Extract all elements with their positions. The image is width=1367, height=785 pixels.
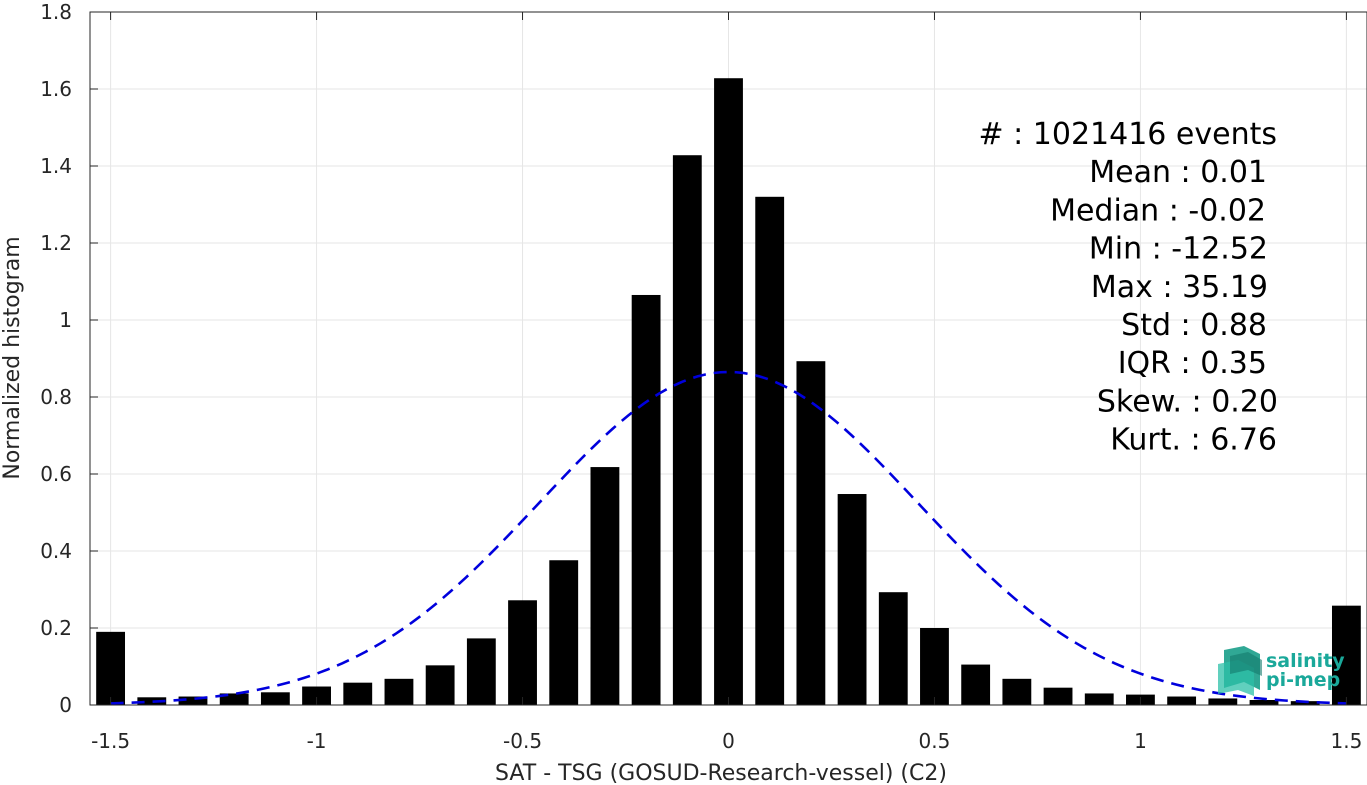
histogram-bar: [920, 628, 949, 705]
x-tick-label: -1.5: [91, 729, 130, 753]
histogram-bar: [590, 467, 620, 705]
histogram-bar: [1043, 687, 1073, 705]
normal-fit-curve: [110, 370, 1347, 705]
logo-text-salinity: salinity: [1266, 650, 1345, 672]
histogram-bar: [1084, 693, 1114, 705]
y-tick-label: 1: [59, 308, 72, 332]
histogram-bar: [425, 665, 455, 705]
stats-line: IQR : 0.35: [1118, 346, 1267, 381]
y-tick-label: 1.4: [40, 154, 72, 178]
x-tick-label: 0.5: [919, 729, 951, 753]
histogram-bar: [137, 697, 167, 705]
histogram-bar: [631, 294, 661, 705]
histogram-bar: [549, 560, 579, 705]
histogram-bar: [260, 692, 290, 705]
stats-line: # : 1021416 events: [978, 117, 1277, 152]
histogram-bar: [343, 682, 373, 705]
histogram-bar: [384, 678, 414, 705]
histogram-bar: [1290, 701, 1320, 705]
histogram-bar: [1002, 678, 1032, 705]
y-tick-label: 1.2: [40, 231, 72, 255]
x-tick-label: 1.5: [1330, 729, 1362, 753]
histogram-bar: [219, 693, 249, 705]
stats-line: Min : -12.52: [1089, 232, 1268, 267]
histogram-bar: [961, 664, 991, 705]
histogram-bar: [96, 631, 126, 705]
histogram-bar: [878, 592, 908, 705]
y-tick-label: 0.8: [40, 385, 72, 409]
histogram-bar: [796, 361, 826, 705]
y-tick-label: 0.2: [40, 616, 72, 640]
histogram-bar: [466, 638, 496, 705]
y-tick-label: 0: [59, 693, 72, 717]
histogram-bar: [755, 196, 785, 706]
x-axis-ticks: -1.5 -1 -0.5 0 0.5 1 1.5: [91, 12, 1362, 753]
stats-line: Max : 35.19: [1091, 270, 1268, 305]
x-tick-label: -0.5: [503, 729, 542, 753]
x-tick-label: -1: [307, 729, 327, 753]
salinity-pi-mep-logo: salinity pi-mep: [1218, 646, 1345, 696]
histogram-bar: [302, 686, 331, 705]
x-tick-label: 1: [1134, 729, 1147, 753]
stats-line: Skew. : 0.20: [1097, 384, 1278, 419]
histogram-bar: [1249, 699, 1279, 705]
logo-mark-icon: [1218, 646, 1262, 696]
y-tick-label: 1.8: [40, 0, 72, 24]
logo-text-pi-mep: pi-mep: [1266, 669, 1340, 691]
y-tick-label: 1.6: [40, 77, 72, 101]
stats-line: Kurt. : 6.76: [1110, 423, 1277, 458]
histogram-bar: [1167, 696, 1197, 705]
histogram-bar: [508, 600, 537, 705]
histogram-bar: [672, 155, 702, 706]
histogram-bars: [96, 78, 1361, 706]
stats-line: Median : -0.02: [1050, 193, 1266, 228]
y-tick-label: 0.4: [40, 539, 72, 563]
histogram-bar: [1208, 698, 1238, 705]
y-axis-ticks: 0 0.2 0.4 0.6 0.8 1 1.2 1.4 1.6 1.8: [40, 0, 98, 717]
x-tick-label: 0: [722, 729, 735, 753]
stats-line: Std : 0.88: [1121, 308, 1267, 343]
x-axis-label: SAT - TSG (GOSUD-Research-vessel) (C2): [495, 761, 947, 785]
histogram-bar: [714, 78, 743, 706]
stats-line: Mean : 0.01: [1089, 155, 1267, 190]
histogram-bar: [837, 494, 867, 705]
histogram-bar: [1331, 605, 1361, 705]
y-axis-label: Normalized histogram: [0, 236, 25, 479]
histogram-bar: [178, 696, 208, 705]
y-tick-label: 0.6: [40, 462, 72, 486]
